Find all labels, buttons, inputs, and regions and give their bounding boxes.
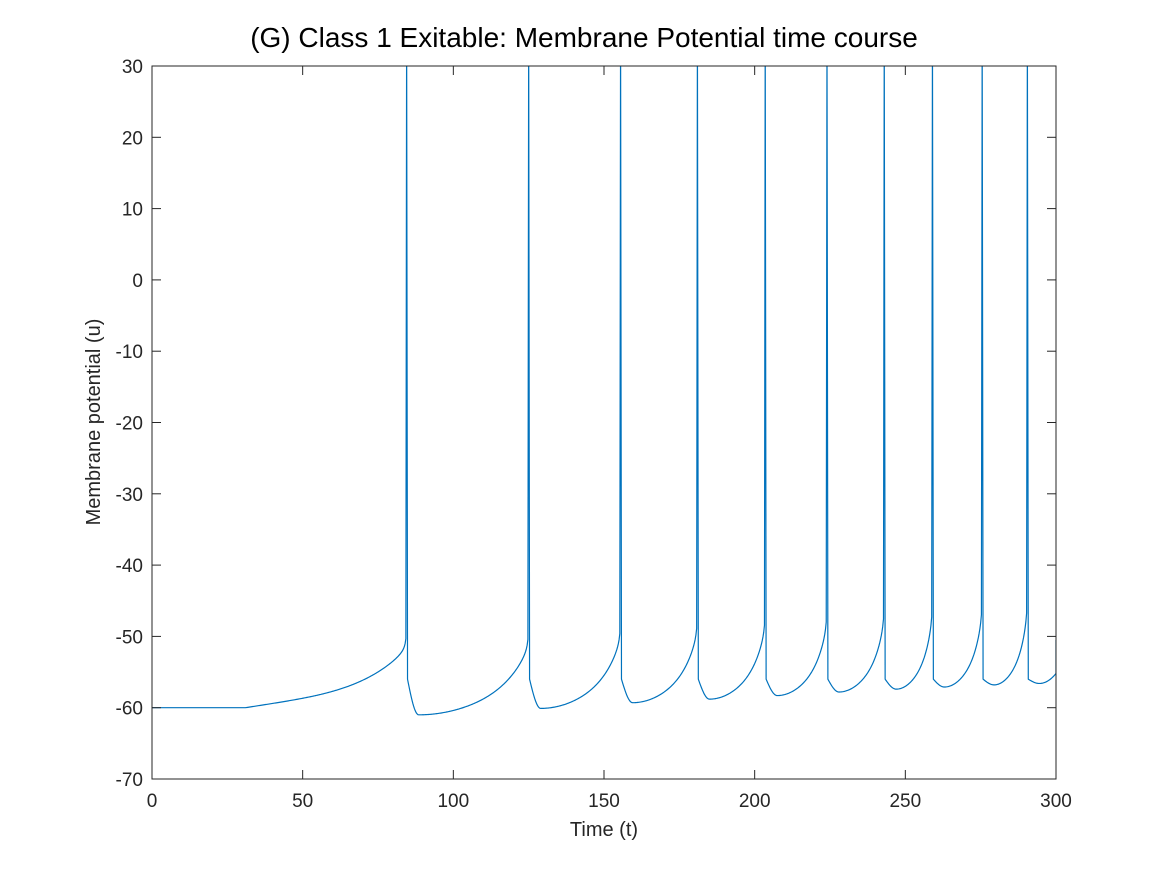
- y-tick-label: -40: [116, 556, 143, 577]
- y-tick-label: 0: [132, 271, 143, 292]
- y-axis-label: Membrane potential (u): [83, 319, 105, 526]
- x-tick-label: 250: [889, 791, 921, 812]
- x-tick-label: 300: [1040, 791, 1072, 812]
- y-tick-label: -60: [116, 699, 143, 720]
- x-tick-label: 100: [437, 791, 469, 812]
- y-tick-label: 30: [122, 57, 143, 78]
- chart-title: (G) Class 1 Exitable: Membrane Potential…: [250, 22, 918, 53]
- y-tick-label: -70: [116, 770, 143, 791]
- y-tick-label: -50: [116, 627, 143, 648]
- y-tick-label: 20: [122, 128, 143, 149]
- x-tick-label: 50: [292, 791, 313, 812]
- x-tick-label: 200: [739, 791, 771, 812]
- x-axis-label: Time (t): [570, 819, 638, 841]
- y-tick-label: -20: [116, 414, 143, 435]
- y-tick-label: 10: [122, 200, 143, 221]
- x-tick-label: 150: [588, 791, 620, 812]
- x-tick-label: 0: [147, 791, 158, 812]
- y-tick-label: -10: [116, 342, 143, 363]
- y-tick-label: -30: [116, 485, 143, 506]
